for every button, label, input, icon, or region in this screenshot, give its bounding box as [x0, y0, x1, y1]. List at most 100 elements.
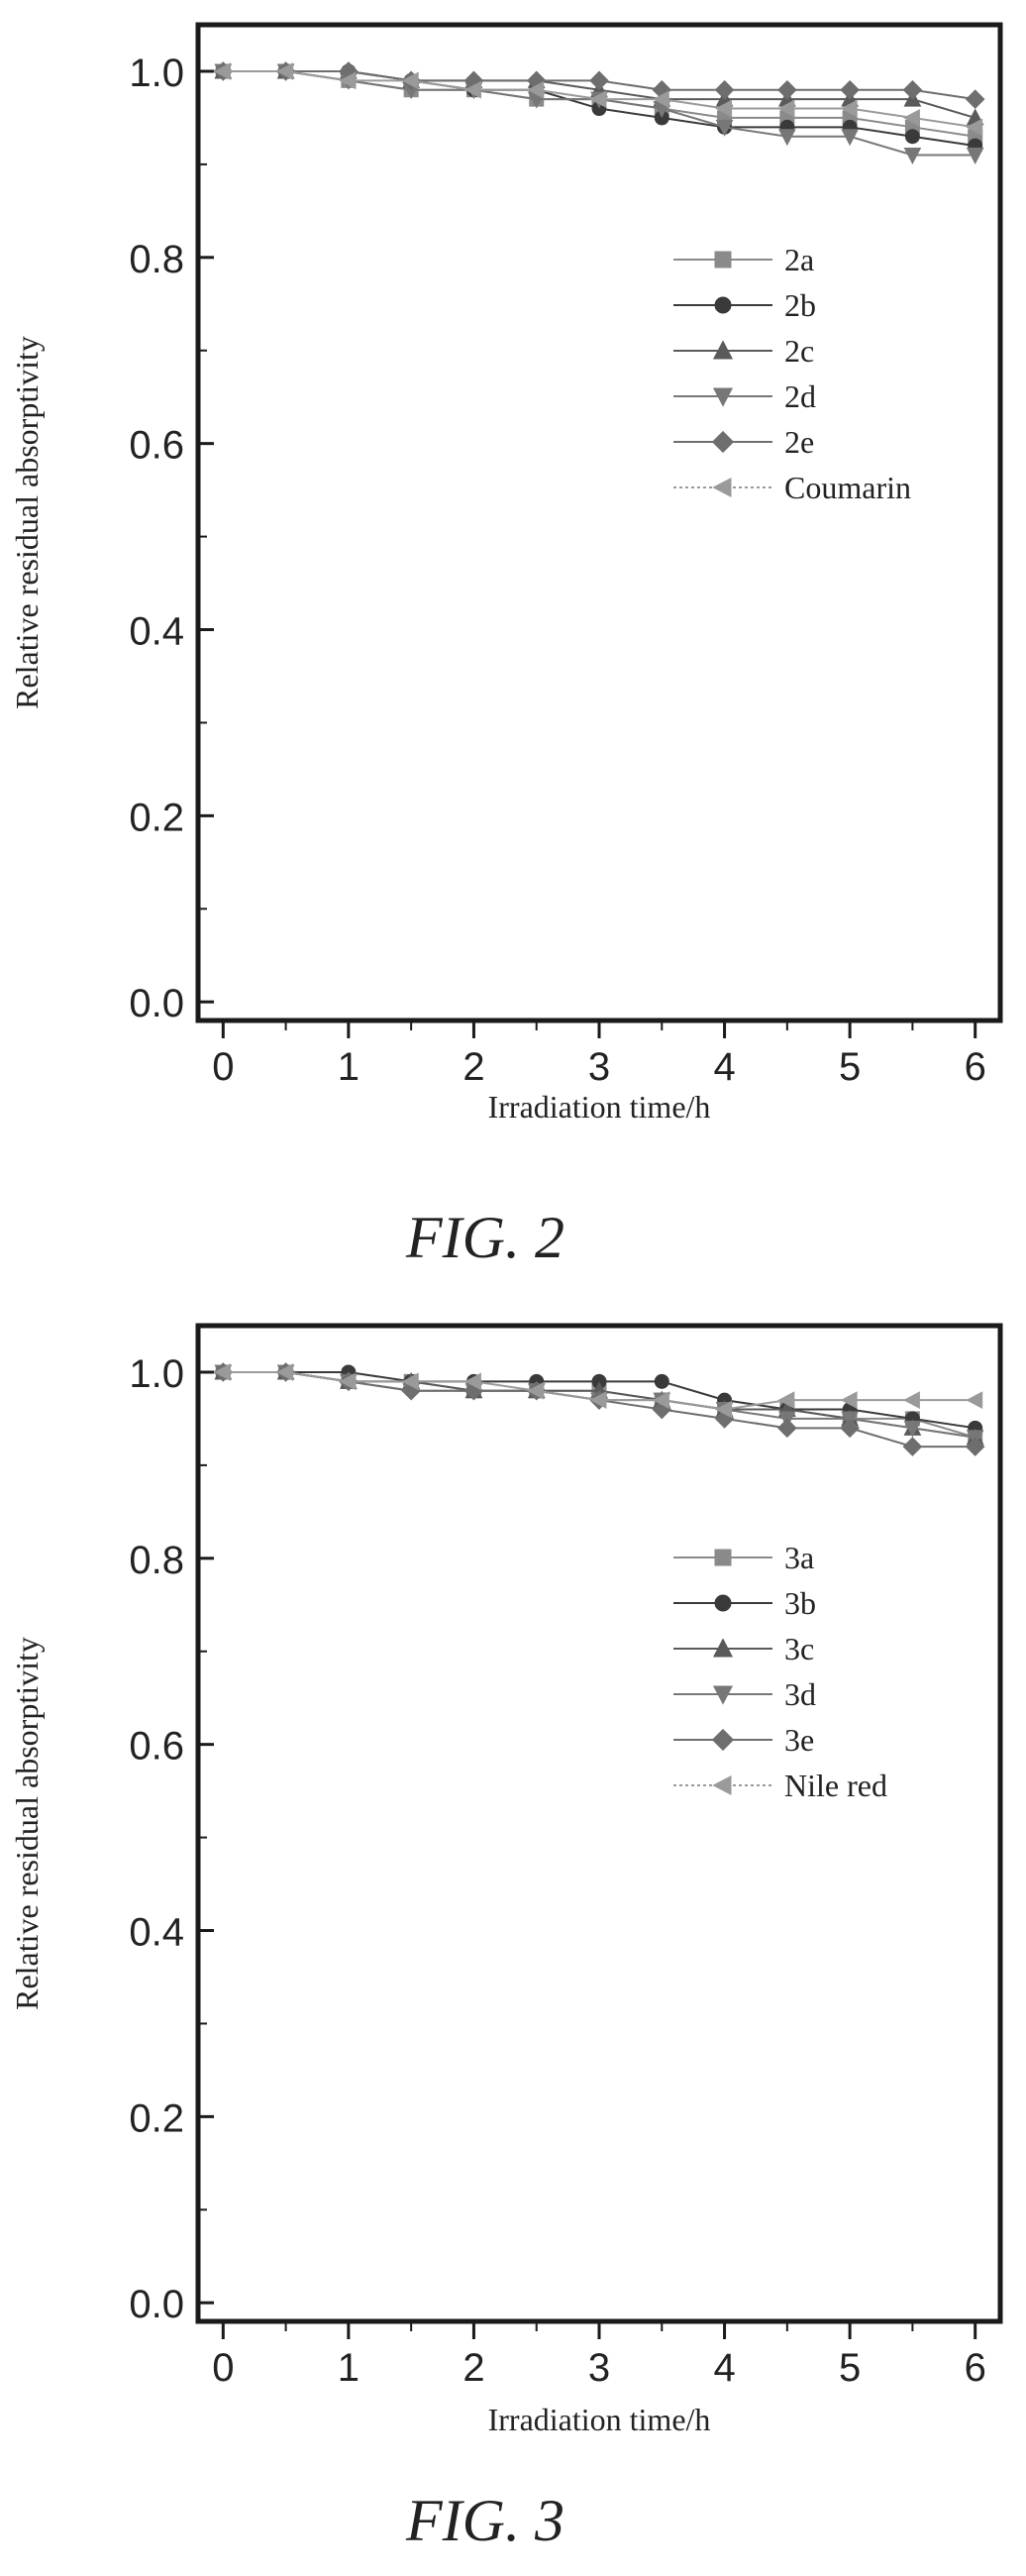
x-tick-label: 0: [212, 2346, 234, 2390]
data-point: [589, 70, 609, 91]
legend-item: Nile red: [673, 1768, 887, 1803]
legend-item: 2d: [673, 378, 816, 414]
data-point: [527, 80, 545, 99]
data-point: [777, 1391, 795, 1410]
data-point: [401, 1372, 419, 1391]
data-point: [965, 89, 985, 109]
x-tick-label: 5: [839, 1045, 861, 1089]
x-tick-label: 6: [965, 2346, 986, 2390]
data-point: [902, 79, 923, 100]
data-point: [840, 99, 858, 118]
y-axis: 0.0 0.2 0.4 0.6 0.8 1.0: [129, 1352, 214, 2326]
x-tick-label: 2: [462, 1045, 484, 1089]
data-point: [715, 119, 734, 137]
legend-marker: [714, 251, 732, 268]
data-point: [841, 129, 860, 147]
data-point: [652, 1391, 669, 1410]
legend-label: 3a: [784, 1540, 814, 1575]
series-coumarin: [213, 62, 983, 137]
legend-label: 3c: [784, 1631, 814, 1666]
series-nile-red: [213, 1363, 983, 1419]
y-tick-label: 0.2: [129, 796, 184, 839]
legend-marker: [714, 1594, 732, 1612]
figure-3: 0.0 0.2 0.4 0.6 0.8 1.0 0 1 2 3 4 5 6 Irradiation tim…: [0, 1288, 1026, 2576]
legend-label: 2b: [784, 287, 816, 323]
y-tick-label: 0.0: [129, 2283, 184, 2326]
figure-caption: FIG. 2: [406, 1205, 564, 1270]
legend-marker: [712, 387, 734, 407]
data-point: [966, 1391, 983, 1410]
legend-item: 3c: [673, 1631, 814, 1666]
x-axis: 0 1 2 3 4 5 6: [212, 2321, 986, 2390]
legend-item: 3b: [673, 1585, 816, 1621]
plot-frame: [195, 1323, 1003, 2324]
legend-label: 2d: [784, 378, 816, 414]
data-point: [589, 90, 607, 109]
data-point: [902, 1391, 920, 1410]
figure-2: 0.0 0.2 0.4 0.6 0.8 1.0 0 1 2 3 4 5 6 Irradiation tim…: [9, 22, 1003, 1270]
legend-label: 2a: [784, 242, 814, 277]
data-point: [276, 1363, 294, 1381]
legend-item: 2e: [673, 424, 814, 460]
data-point: [777, 129, 796, 147]
legend-item: 3e: [673, 1722, 814, 1758]
y-tick-label: 0.6: [129, 424, 184, 468]
legend-label: 3e: [784, 1722, 814, 1758]
legend: 3a 3b 3c 3d 3e Nile red: [673, 1540, 887, 1803]
x-tick-label: 6: [965, 1045, 986, 1089]
data-point: [777, 99, 795, 118]
data-point: [213, 62, 231, 80]
data-point: [902, 1437, 923, 1456]
x-tick-label: 1: [338, 1045, 359, 1089]
y-axis-label: Relative residual absorptivity: [9, 336, 45, 709]
x-tick-label: 3: [588, 1045, 610, 1089]
data-point: [463, 80, 481, 99]
y-tick-label: 0.0: [129, 982, 184, 1025]
legend-item: 2c: [673, 333, 814, 369]
data-point: [654, 1373, 669, 1389]
y-tick-label: 1.0: [129, 52, 184, 95]
data-point: [652, 90, 669, 109]
figure-caption: FIG. 3: [406, 2488, 564, 2553]
data-point: [903, 147, 922, 164]
x-tick-label: 0: [212, 1045, 234, 1089]
legend-item: 3d: [673, 1676, 816, 1712]
data-point: [840, 1391, 858, 1410]
x-tick-label: 4: [713, 2346, 735, 2390]
legend-label: 2e: [784, 424, 814, 460]
x-tick-label: 3: [588, 2346, 610, 2390]
y-tick-label: 0.8: [129, 238, 184, 281]
legend-item: Coumarin: [673, 470, 911, 505]
legend-marker: [712, 1685, 734, 1705]
x-tick-label: 5: [839, 2346, 861, 2390]
legend-label: Coumarin: [784, 470, 911, 505]
data-point: [904, 129, 920, 145]
legend-marker: [711, 1728, 735, 1752]
data-point: [777, 1418, 797, 1439]
x-tick-label: 1: [338, 2346, 359, 2390]
data-point: [840, 1418, 860, 1439]
x-axis-label: Irradiation time/h: [488, 2402, 711, 2437]
legend: 2a 2b 2c 2d 2e Coumarin: [673, 242, 911, 505]
legend-item: 3a: [673, 1540, 814, 1575]
legend-marker: [714, 1549, 732, 1566]
data-point: [213, 1363, 231, 1381]
legend-marker: [714, 296, 732, 314]
y-tick-label: 0.4: [129, 1911, 184, 1955]
data-point: [527, 1381, 545, 1400]
y-tick-label: 0.8: [129, 1539, 184, 1582]
legend-label: Nile red: [784, 1768, 887, 1803]
data-point: [840, 79, 860, 100]
data-point: [339, 71, 357, 90]
chart-figure-2: 0.0 0.2 0.4 0.6 0.8 1.0 0 1 2 3 4 5 6 Irradiation tim…: [9, 22, 1003, 1125]
x-tick-label: 2: [462, 2346, 484, 2390]
chart-figure-3: 0.0 0.2 0.4 0.6 0.8 1.0 0 1 2 3 4 5 6 Irradiation tim…: [9, 1323, 1003, 2437]
legend-marker: [712, 1774, 732, 1796]
data-point: [463, 1372, 481, 1391]
legend-marker: [712, 1638, 734, 1658]
legend-item: 2b: [673, 287, 816, 323]
data-point: [714, 79, 735, 100]
legend-marker: [712, 340, 734, 360]
data-point: [966, 147, 984, 164]
y-tick-label: 0.2: [129, 2096, 184, 2140]
